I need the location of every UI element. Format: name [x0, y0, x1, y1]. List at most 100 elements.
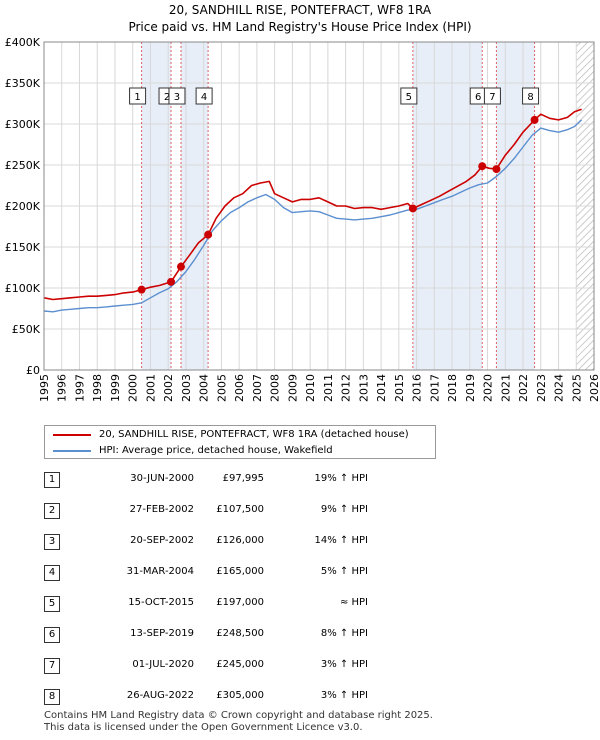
transaction-date: 31-MAR-2004: [126, 566, 194, 577]
transaction-price: £245,000: [216, 659, 264, 670]
transaction-number: 6: [44, 627, 60, 643]
transaction-number: 3: [44, 534, 60, 550]
marker-box: [400, 87, 418, 105]
x-tick-label: 1996: [56, 374, 69, 402]
marker-box: [168, 87, 186, 105]
sale-point: [492, 165, 501, 174]
marker-number: 8: [527, 92, 533, 103]
x-tick-label: 2012: [340, 374, 353, 402]
x-tick-label: 2011: [322, 374, 335, 402]
transaction-hpi: 19% ↑ HPI: [314, 473, 368, 484]
transaction-number: 8: [44, 689, 60, 705]
transaction-price: £165,000: [216, 566, 264, 577]
x-tick-label: 2014: [375, 374, 388, 402]
chart-legend: 20, SANDHILL RISE, PONTEFRACT, WF8 1RA (…: [44, 425, 436, 459]
transaction-price: £97,995: [222, 473, 264, 484]
x-tick-label: 2001: [144, 374, 157, 402]
table-row: 3 20-SEP-2002 £126,000 14% ↑ HPI: [44, 532, 424, 552]
x-tick-label: 2024: [553, 374, 566, 402]
marker-box: [129, 87, 147, 105]
marker-number: 6: [475, 92, 481, 103]
transaction-hpi: 3% ↑ HPI: [320, 659, 368, 670]
marker-number: 1: [134, 92, 140, 103]
footer-attribution: Contains HM Land Registry data © Crown c…: [44, 710, 433, 734]
transaction-hpi: 9% ↑ HPI: [320, 504, 368, 515]
sale-point: [176, 262, 185, 271]
title-line-2: Price paid vs. HM Land Registry's House …: [128, 20, 472, 34]
sale-point: [167, 277, 176, 286]
plot-frame: [43, 41, 595, 371]
transaction-price: £305,000: [216, 690, 264, 701]
legend-label-hpi: HPI: Average price, detached house, Wake…: [99, 445, 333, 456]
transaction-price: £107,500: [216, 504, 264, 515]
table-row: 1 30-JUN-2000 £97,995 19% ↑ HPI: [44, 470, 424, 490]
x-tick-label: 2017: [428, 374, 441, 402]
hpi-series-line: [43, 119, 583, 313]
transaction-number: 7: [44, 658, 60, 674]
x-tick-label: 2015: [393, 374, 406, 402]
y-tick-label: £100K: [5, 282, 41, 295]
x-tick-label: 2008: [269, 374, 282, 402]
sale-point: [137, 285, 146, 294]
marker-label: 4: [195, 87, 213, 105]
transaction-date: 13-SEP-2019: [130, 628, 194, 639]
transaction-date: 26-AUG-2022: [126, 690, 194, 701]
marker-label: 1: [129, 87, 147, 105]
x-tick-label: 2004: [198, 374, 211, 402]
sale-point: [478, 162, 487, 171]
y-tick-label: £150K: [5, 241, 41, 254]
transaction-date: 15-OCT-2015: [128, 597, 194, 608]
x-tick-label: 2022: [517, 374, 530, 402]
footer-line-2: This data is licensed under the Open Gov…: [44, 722, 363, 733]
x-tick-label: 2025: [570, 374, 583, 402]
transaction-date: 30-JUN-2000: [130, 473, 194, 484]
x-tick-label: 2023: [535, 374, 548, 402]
table-row: 7 01-JUL-2020 £245,000 3% ↑ HPI: [44, 656, 424, 676]
x-tick-label: 2007: [251, 374, 264, 402]
x-tick-label: 2016: [411, 374, 424, 402]
transaction-price: £248,500: [216, 628, 264, 639]
x-tick-label: 2018: [446, 374, 459, 402]
legend-label-price: 20, SANDHILL RISE, PONTEFRACT, WF8 1RA (…: [99, 429, 409, 440]
transaction-date: 20-SEP-2002: [130, 535, 194, 546]
marker-label: 7: [483, 87, 501, 105]
table-row: 6 13-SEP-2019 £248,500 8% ↑ HPI: [44, 625, 424, 645]
x-tick-label: 2002: [162, 374, 175, 402]
legend-swatch-hpi: [53, 450, 91, 452]
x-tick-label: 2009: [286, 374, 299, 402]
transaction-hpi: 8% ↑ HPI: [320, 628, 368, 639]
transaction-hpi: 5% ↑ HPI: [320, 566, 368, 577]
transaction-date: 01-JUL-2020: [132, 659, 194, 670]
y-tick-label: £300K: [5, 118, 41, 131]
y-tick-label: £250K: [5, 159, 41, 172]
transaction-number: 4: [44, 565, 60, 581]
transaction-number: 2: [44, 503, 60, 519]
chart-title: 20, SANDHILL RISE, PONTEFRACT, WF8 1RA P…: [0, 2, 600, 36]
x-tick-label: 2000: [127, 374, 140, 402]
transaction-hpi: 3% ↑ HPI: [320, 690, 368, 701]
y-tick-label: £400K: [5, 36, 41, 49]
marker-number: 4: [201, 92, 207, 103]
sale-point: [408, 204, 417, 213]
marker-number: 7: [489, 92, 495, 103]
x-tick-label: 1997: [73, 374, 86, 402]
legend-swatch-price: [53, 434, 91, 436]
x-tick-label: 2003: [180, 374, 193, 402]
x-tick-label: 2013: [357, 374, 370, 402]
table-row: 8 26-AUG-2022 £305,000 3% ↑ HPI: [44, 687, 424, 707]
transaction-hpi: 14% ↑ HPI: [314, 535, 368, 546]
x-tick-label: 1999: [109, 374, 122, 402]
marker-box: [522, 87, 540, 105]
sale-point: [204, 230, 213, 239]
marker-number: 3: [174, 92, 180, 103]
transaction-number: 5: [44, 596, 60, 612]
x-tick-label: 2005: [215, 374, 228, 402]
y-tick-label: £350K: [5, 77, 41, 90]
marker-label: 3: [168, 87, 186, 105]
x-tick-label: 2010: [304, 374, 317, 402]
transaction-price: £197,000: [216, 597, 264, 608]
table-row: 2 27-FEB-2002 £107,500 9% ↑ HPI: [44, 501, 424, 521]
x-tick-label: 2006: [233, 374, 246, 402]
marker-box: [483, 87, 501, 105]
marker-label: 8: [522, 87, 540, 105]
